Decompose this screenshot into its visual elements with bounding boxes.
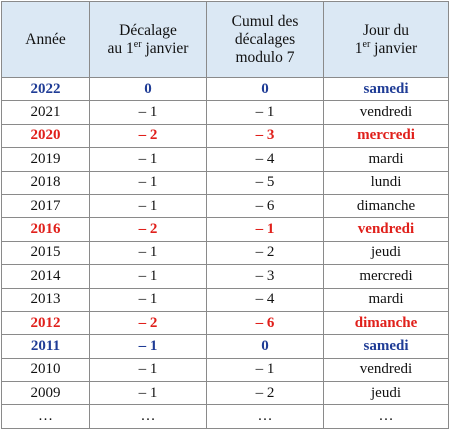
table-cell: – 4 bbox=[206, 287, 324, 312]
table-cell: 0 bbox=[206, 334, 324, 359]
table-cell: 2011 bbox=[1, 334, 90, 359]
table-cell: … bbox=[323, 404, 449, 429]
table-cell: – 6 bbox=[206, 310, 324, 336]
table-cell: samedi bbox=[323, 334, 449, 359]
table-row: 2012– 2– 6 dimanche bbox=[1, 310, 449, 336]
header-row: Année Décalage au 1er janvier Cumul des déca… bbox=[1, 1, 449, 78]
table-cell: 2009 bbox=[1, 381, 90, 406]
table-cell: jeudi bbox=[323, 240, 449, 266]
table-cell: 2012 bbox=[1, 310, 90, 336]
table-cell: – 2 bbox=[89, 123, 207, 149]
table-cell: – 1 bbox=[89, 147, 207, 172]
table-cell: – 1 bbox=[89, 170, 207, 195]
table-cell: – 1 bbox=[89, 193, 207, 219]
header-text: Décalage bbox=[119, 21, 177, 39]
table-cell: – 1 bbox=[206, 357, 324, 383]
header-text: modulo 7 bbox=[235, 48, 295, 66]
header-text: Cumul des bbox=[231, 12, 299, 30]
table-cell: – 3 bbox=[206, 264, 324, 289]
table-cell: 2013 bbox=[1, 287, 90, 312]
table-row: 2015– 1– 2 jeudi bbox=[1, 240, 449, 266]
table-cell: 2015 bbox=[1, 240, 90, 266]
table-cell: dimanche bbox=[323, 310, 449, 336]
table-row: 2017– 1– 6 dimanche bbox=[1, 193, 449, 219]
table-cell: – 3 bbox=[206, 123, 324, 149]
table-cell: – 2 bbox=[89, 217, 207, 242]
table-cell: vendredi bbox=[323, 357, 449, 383]
table-row: 2010– 1– 1 vendredi bbox=[1, 357, 449, 383]
header-cell: Jour du 1er janvier bbox=[323, 1, 449, 78]
table-cell: – 1 bbox=[89, 381, 207, 406]
table-cell: – 5 bbox=[206, 170, 324, 195]
table-cell: – 1 bbox=[206, 217, 324, 242]
table-cell: vendredi bbox=[323, 217, 449, 242]
header-cell: Année bbox=[1, 1, 90, 78]
table-cell: – 1 bbox=[89, 287, 207, 312]
table-cell: 2017 bbox=[1, 193, 90, 219]
header-cell: Cumul des décalages modulo 7 bbox=[206, 1, 324, 78]
header-text: Année bbox=[25, 30, 66, 48]
table-cell: – 1 bbox=[89, 100, 207, 125]
table-cell: vendredi bbox=[323, 100, 449, 125]
header-text: 1 bbox=[354, 39, 363, 57]
table-row: 2016– 2– 1 vendredi bbox=[1, 217, 449, 242]
table-row: 2021– 1– 1 vendredi bbox=[1, 100, 449, 125]
header-text: janvier bbox=[141, 39, 189, 57]
table-row: 2018– 1– 5 lundi bbox=[1, 170, 449, 195]
table-cell: mercredi bbox=[323, 264, 449, 289]
header-text: décalages bbox=[234, 30, 296, 48]
header-text: janvier bbox=[370, 39, 418, 57]
table-row: ………… bbox=[1, 404, 449, 429]
table-row: 2022 0 0 samedi bbox=[1, 76, 449, 102]
table-cell: jeudi bbox=[323, 381, 449, 406]
table-cell: 2010 bbox=[1, 357, 90, 383]
table-cell: 2020 bbox=[1, 123, 90, 149]
table-cell: – 1 bbox=[89, 334, 207, 359]
table-row: 2014– 1– 3 mercredi bbox=[1, 264, 449, 289]
table-row: 2019– 1– 4 mardi bbox=[1, 147, 449, 172]
table-cell: 2016 bbox=[1, 217, 90, 242]
superscript: er bbox=[133, 38, 142, 50]
table-cell: mercredi bbox=[323, 123, 449, 149]
table-cell: – 1 bbox=[206, 100, 324, 125]
table-cell: 0 bbox=[206, 76, 324, 102]
table-cell: – 1 bbox=[89, 264, 207, 289]
header-text: Jour du bbox=[362, 21, 410, 39]
table-cell: – 2 bbox=[206, 381, 324, 406]
table-cell: dimanche bbox=[323, 193, 449, 219]
table-row: 2013– 1– 4 mardi bbox=[1, 287, 449, 312]
table-cell: mardi bbox=[323, 147, 449, 172]
table-cell: 2014 bbox=[1, 264, 90, 289]
table-cell: lundi bbox=[323, 170, 449, 195]
header-text: au 1 bbox=[107, 39, 134, 57]
table-cell: – 2 bbox=[206, 240, 324, 266]
table-body: 2022 0 0 samedi 2021– 1– 1 vendredi 2020– 2– 3… bbox=[1, 76, 449, 429]
superscript: er bbox=[362, 38, 371, 50]
table-cell: … bbox=[1, 404, 90, 429]
table-row: 2009– 1– 2 jeudi bbox=[1, 381, 449, 406]
table-cell: 2021 bbox=[1, 100, 90, 125]
table-cell: – 1 bbox=[89, 240, 207, 266]
table-cell: … bbox=[206, 404, 324, 429]
table-cell: 0 bbox=[89, 76, 207, 102]
table-cell: mardi bbox=[323, 287, 449, 312]
table-cell: – 4 bbox=[206, 147, 324, 172]
table-cell: 2018 bbox=[1, 170, 90, 195]
table-cell: 2019 bbox=[1, 147, 90, 172]
table-row: 2020– 2– 3 mercredi bbox=[1, 123, 449, 149]
table-cell: 2022 bbox=[1, 76, 90, 102]
table-cell: samedi bbox=[323, 76, 449, 102]
table-cell: – 1 bbox=[89, 357, 207, 383]
table-cell: … bbox=[89, 404, 207, 429]
table-cell: – 2 bbox=[89, 310, 207, 336]
table-row: 2011– 1 0 samedi bbox=[1, 334, 449, 359]
table-cell: – 6 bbox=[206, 193, 324, 219]
header-cell: Décalage au 1er janvier bbox=[89, 1, 207, 78]
